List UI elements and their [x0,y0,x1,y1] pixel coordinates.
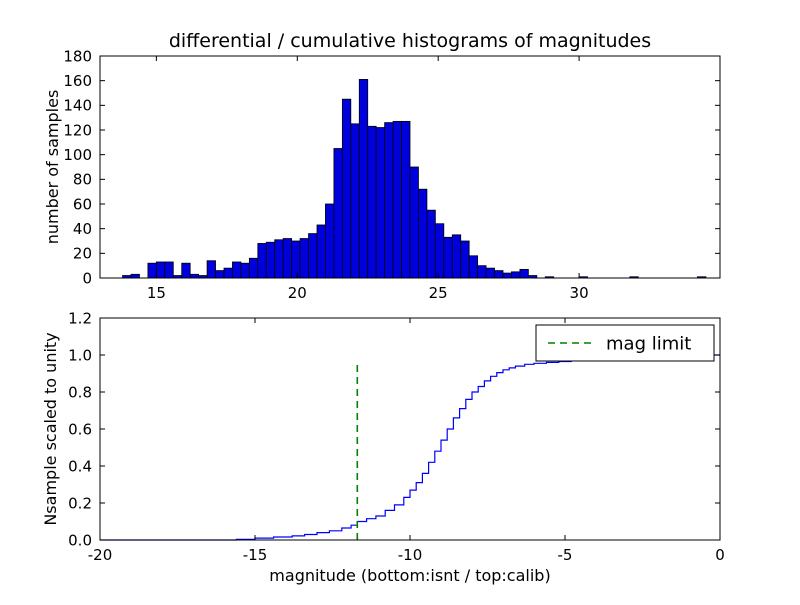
histogram-bar [206,260,216,279]
histogram-bar [451,234,462,279]
histogram-bar [147,262,157,279]
histogram-bar [392,120,402,279]
top-histogram-plot: 15 20 25 30 0 20 40 60 80 100 120 140 160 180 [63,47,721,302]
y-tick-label: 80 [73,171,92,189]
histogram-bar [511,271,521,279]
histogram-bar [494,270,504,279]
y-tick-label: 0.8 [68,383,92,401]
y-tick-label: 160 [63,72,92,90]
y-tick-label: 0.4 [68,457,92,475]
histogram-bar [426,209,436,279]
y-tick-label: 120 [63,121,92,139]
histogram-bar [358,79,369,279]
histogram-bar [257,243,267,279]
histogram-bar [519,268,529,279]
histogram-bar [418,188,428,279]
legend-mag-limit-label: mag limit [606,333,691,354]
histogram-bar [502,272,512,279]
y-tick-label: 1.0 [68,346,92,364]
histogram-bar [232,261,242,279]
y-tick-label: 0.0 [68,531,92,549]
histogram-bar [308,233,318,279]
x-tick-label: 25 [429,284,448,302]
bottom-cumulative-plot: -20 -15 -10 -5 0 0.0 0.2 0.4 0.6 0.8 1.0 1.2 [68,309,725,564]
histogram-bar [282,238,293,279]
histogram-bar [350,123,360,279]
histogram-bar [485,267,495,279]
histogram-bar [130,273,140,279]
y-tick-label: 40 [73,220,92,238]
histogram-bar [274,239,284,279]
x-tick-label: 0 [715,546,725,564]
y-tick-label: 60 [73,195,92,213]
histogram-bar [460,240,470,279]
x-tick-label: 15 [147,284,166,302]
histogram-bar [240,262,250,279]
histogram-bar [316,224,326,279]
histogram-bar [341,98,352,279]
histogram-bar [384,122,394,279]
histogram-bar [367,125,377,279]
y-tick-label: 0 [82,269,92,287]
histogram-bar [189,273,200,279]
histogram-bar [248,257,259,279]
histogram-bar [299,238,309,279]
histogram-bar [181,262,191,279]
y-tick-label: 180 [63,47,92,65]
histogram-bar [375,127,386,279]
histogram-bar [434,223,445,279]
histogram-bar [164,261,174,279]
x-tick-label: -20 [88,546,113,564]
histogram-bar [223,267,233,279]
legend: mag limit [535,324,715,362]
histogram-bar [468,255,479,279]
y-tick-label: 1.2 [68,309,92,327]
histogram-bar [333,148,343,279]
histogram-bar [265,241,276,279]
axes-frame [99,55,721,279]
x-tick-label: -5 [558,546,573,564]
chart-title: differential / cumulative histograms of … [169,30,651,52]
histogram-bar [409,166,419,279]
x-axis-label: magnitude (bottom:isnt / top:calib) [269,566,550,585]
histogram-bar [401,120,411,279]
histogram-bar [291,240,301,279]
histogram-bar [477,265,487,279]
x-tick-label: 20 [288,284,307,302]
top-y-axis-label: number of samples [43,90,62,245]
histogram-bar [325,203,335,279]
y-tick-label: 0.2 [68,494,92,512]
x-tick-label: 30 [570,284,589,302]
y-tick-label: 100 [63,146,92,164]
histogram-bar [215,270,225,279]
x-tick-label: -10 [398,546,423,564]
histogram-bar [155,261,166,279]
histogram-bar [443,236,453,279]
y-tick-label: 0.6 [68,420,92,438]
y-tick-label: 140 [63,97,92,115]
bottom-y-axis-label: Nsample scaled to unity [41,332,60,525]
x-tick-label: -15 [243,546,268,564]
y-tick-label: 20 [73,245,92,263]
